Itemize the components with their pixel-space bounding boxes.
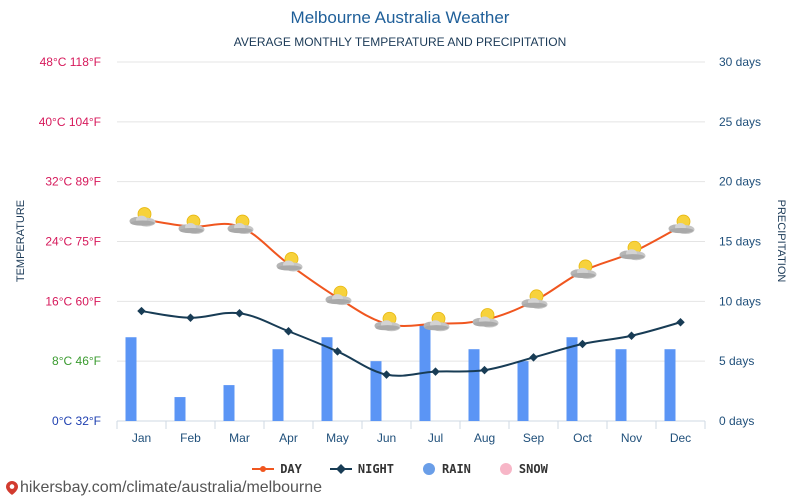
legend-item-rain[interactable]: RAIN xyxy=(422,462,471,476)
night-point xyxy=(431,367,440,376)
partly-cloudy-icon xyxy=(227,214,254,235)
y-left-tick-label: 48°C 118°F xyxy=(40,55,101,69)
partly-cloudy-icon xyxy=(178,214,205,235)
rain-bar xyxy=(566,337,578,421)
y-right-tick-label: 25 days xyxy=(719,115,761,129)
partly-cloudy-icon xyxy=(619,240,646,261)
rain-bar xyxy=(615,349,627,421)
y-left-axis-title: TEMPERATURE xyxy=(15,200,27,282)
rain-bar xyxy=(272,349,284,421)
partly-cloudy-icon xyxy=(129,207,156,227)
y-left-tick-label: 24°C 75°F xyxy=(45,235,101,249)
x-tick-label: Nov xyxy=(621,431,642,445)
night-point xyxy=(578,339,587,349)
x-tick-label: Sep xyxy=(523,431,545,445)
x-tick-label: Aug xyxy=(474,431,495,445)
legend-label-rain: RAIN xyxy=(442,462,471,476)
legend-label-snow: SNOW xyxy=(518,462,548,476)
partly-cloudy-icon xyxy=(276,252,303,272)
night-point xyxy=(333,347,342,356)
chart-title: Melbourne Australia Weather xyxy=(290,8,510,27)
rain-bar xyxy=(223,385,235,421)
y-right-tick-label: 15 days xyxy=(719,235,761,249)
y-right-tick-label: 30 days xyxy=(719,55,761,69)
y-right-tick-label: 0 days xyxy=(719,414,754,428)
x-tick-label: Jul xyxy=(428,431,443,445)
map-pin-icon xyxy=(6,481,18,495)
y-left-tick-label: 8°C 46°F xyxy=(52,354,101,368)
rain-bar xyxy=(370,361,382,421)
snow-dot-swatch-icon xyxy=(499,463,512,475)
night-point xyxy=(235,309,244,318)
partly-cloudy-icon xyxy=(472,308,499,328)
legend-item-snow[interactable]: SNOW xyxy=(499,462,548,476)
rain-bar xyxy=(125,337,137,421)
x-tick-label: Mar xyxy=(229,431,250,445)
y-right-axis-title: PRECIPITATION xyxy=(775,200,787,283)
rain-bar xyxy=(468,349,480,421)
rain-dot-swatch-icon xyxy=(423,463,435,475)
partly-cloudy-icon xyxy=(668,214,695,235)
night-point xyxy=(137,306,146,316)
rain-bar xyxy=(174,397,186,421)
y-left-tick-label: 0°C 32°F xyxy=(52,414,101,428)
x-tick-label: Dec xyxy=(670,431,691,445)
night-series-line xyxy=(141,310,681,377)
chart-subtitle: AVERAGE MONTHLY TEMPERATURE AND PRECIPIT… xyxy=(233,35,567,49)
legend-label-night: NIGHT xyxy=(357,462,394,476)
partly-cloudy-icon xyxy=(325,285,352,306)
partly-cloudy-icon xyxy=(521,289,548,309)
rain-bar xyxy=(517,361,529,421)
day-line-swatch-icon xyxy=(252,466,275,472)
night-point xyxy=(529,353,538,362)
chart-legend: DAY NIGHT RAIN SNOW xyxy=(0,462,800,476)
source-link[interactable]: hikersbay.com/climate/australia/melbourn… xyxy=(20,479,323,496)
x-tick-label: May xyxy=(326,431,349,445)
legend-label-day: DAY xyxy=(280,462,302,476)
y-left-tick-label: 32°C 89°F xyxy=(45,175,101,189)
night-point xyxy=(284,327,293,336)
partly-cloudy-icon xyxy=(423,311,450,332)
night-point xyxy=(186,313,195,323)
x-tick-label: Feb xyxy=(180,431,201,445)
x-tick-label: Oct xyxy=(573,431,592,445)
y-left-tick-label: 40°C 104°F xyxy=(39,115,101,129)
day-series-line xyxy=(141,218,681,328)
legend-item-night[interactable]: NIGHT xyxy=(329,462,394,476)
rain-bar xyxy=(664,349,676,421)
y-left-tick-label: 16°C 60°F xyxy=(45,294,101,308)
x-tick-label: Jun xyxy=(377,431,396,445)
night-point xyxy=(676,318,685,327)
y-right-tick-label: 10 days xyxy=(719,294,761,308)
y-right-tick-label: 5 days xyxy=(719,354,754,368)
source-footer[interactable]: hikersbay.com/climate/australia/melbourn… xyxy=(6,479,322,497)
x-tick-label: Apr xyxy=(279,431,298,445)
night-point xyxy=(382,370,391,379)
partly-cloudy-icon xyxy=(570,259,597,279)
legend-item-day[interactable]: DAY xyxy=(252,462,302,476)
rain-bar xyxy=(321,337,333,421)
y-right-tick-label: 20 days xyxy=(719,175,761,189)
night-point xyxy=(480,365,489,375)
partly-cloudy-icon xyxy=(374,311,401,332)
night-point xyxy=(627,331,636,340)
x-tick-label: Jan xyxy=(132,431,151,445)
weather-chart: 48°C 118°F 40°C 104°F 32°C 89°F 24°C 75°F 16… xyxy=(15,55,787,445)
night-line-swatch-icon xyxy=(329,464,352,474)
